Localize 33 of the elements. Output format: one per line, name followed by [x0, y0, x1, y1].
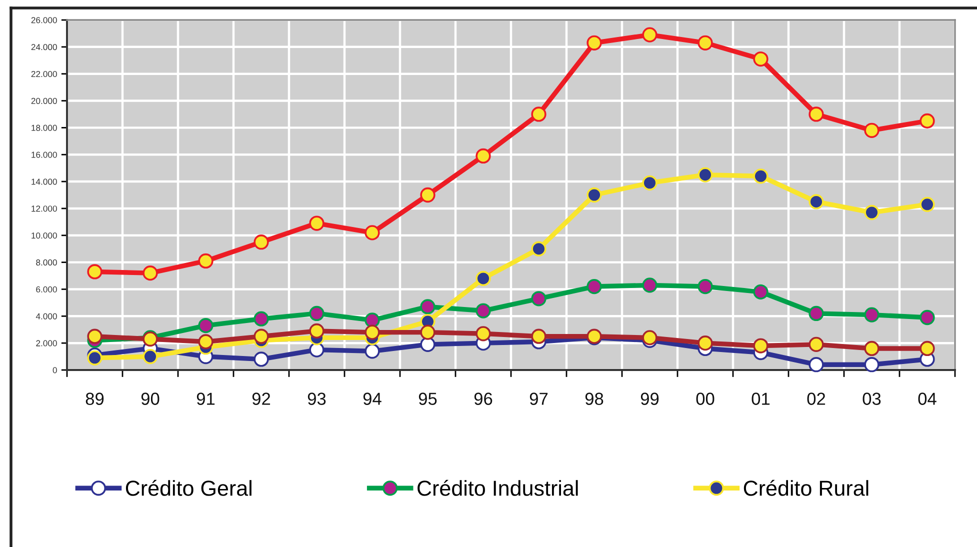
x-tick-label: 92 — [252, 392, 270, 405]
y-tick-label: 10.000 — [32, 232, 57, 239]
x-tick-label: 90 — [141, 392, 160, 405]
x-tick-label: 03 — [862, 392, 881, 405]
x-tick-label: 04 — [918, 392, 936, 405]
x-tick-label: 99 — [640, 392, 659, 405]
x-tick-label: 01 — [752, 392, 770, 405]
y-tick-label: 0 — [52, 367, 57, 374]
x-tick-label: 02 — [807, 392, 826, 405]
y-tick-label: 26.000 — [31, 17, 57, 24]
legend-label: Crédito Geral — [126, 480, 252, 496]
x-tick-label: 97 — [530, 392, 548, 405]
x-tick-label: 89 — [86, 392, 104, 405]
y-tick-label: 24.000 — [31, 44, 57, 50]
x-tick-label: 96 — [474, 392, 492, 405]
x-tick-label: 91 — [196, 392, 215, 405]
x-tick-label: 98 — [585, 392, 604, 405]
x-tick-label: 94 — [363, 392, 382, 405]
y-tick-label: 22.000 — [31, 70, 57, 78]
y-tick-label: 2.000 — [36, 340, 57, 346]
y-tick-label: 20.000 — [31, 98, 57, 104]
y-tick-label: 16.000 — [32, 152, 57, 158]
x-tick-label: 93 — [308, 392, 326, 405]
x-tick-label: 00 — [696, 392, 714, 405]
legend-label: Crédito Rural — [744, 480, 868, 496]
y-tick-label: 18.000 — [32, 124, 57, 131]
legend-label: Crédito Industrial — [418, 480, 578, 496]
y-tick-label: 6.000 — [36, 286, 57, 292]
x-tick-label: 95 — [418, 392, 437, 405]
y-tick-label: 8.000 — [36, 259, 57, 266]
y-tick-label: 12.000 — [32, 206, 57, 212]
y-tick-label: 4.000 — [36, 313, 57, 320]
y-tick-label: 14.000 — [32, 178, 57, 185]
